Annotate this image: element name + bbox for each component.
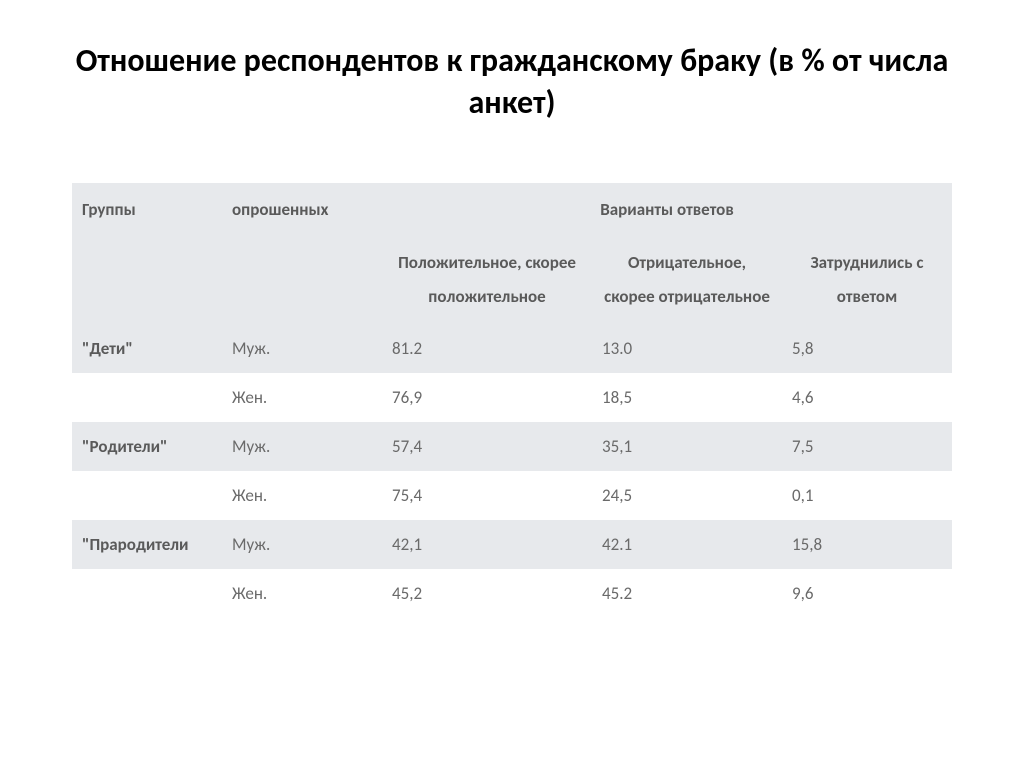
th-groups: Группы <box>72 183 222 236</box>
cell-undecided: 0,1 <box>782 471 952 520</box>
cell-positive: 57,4 <box>382 422 592 471</box>
table-row: Жен.45,245.29,6 <box>72 569 952 618</box>
cell-negative: 42.1 <box>592 520 782 569</box>
data-table: Группы опрошенных Варианты ответов Полож… <box>72 183 952 618</box>
cell-undecided: 4,6 <box>782 373 952 422</box>
cell-undecided: 15,8 <box>782 520 952 569</box>
cell-negative: 24,5 <box>592 471 782 520</box>
cell-sex: Жен. <box>222 373 382 422</box>
cell-positive: 42,1 <box>382 520 592 569</box>
table-row: Жен.75,424,50,1 <box>72 471 952 520</box>
cell-group: "Родители" <box>72 422 222 471</box>
cell-positive: 45,2 <box>382 569 592 618</box>
cell-group <box>72 569 222 618</box>
cell-negative: 35,1 <box>592 422 782 471</box>
cell-positive: 81.2 <box>382 324 592 373</box>
cell-negative: 18,5 <box>592 373 782 422</box>
th-blank2 <box>222 236 382 324</box>
cell-sex: Муж. <box>222 422 382 471</box>
th-surveyed: опрошенных <box>222 183 382 236</box>
table-row: "Дети"Муж.81.213.05,8 <box>72 324 952 373</box>
th-negative: Отрицательное, скорее отрицательное <box>592 236 782 324</box>
cell-positive: 76,9 <box>382 373 592 422</box>
cell-negative: 45.2 <box>592 569 782 618</box>
cell-undecided: 7,5 <box>782 422 952 471</box>
cell-group: "Прародители <box>72 520 222 569</box>
cell-undecided: 5,8 <box>782 324 952 373</box>
cell-positive: 75,4 <box>382 471 592 520</box>
th-answers: Варианты ответов <box>382 183 952 236</box>
table-header-row-1: Группы опрошенных Варианты ответов <box>72 183 952 236</box>
cell-group <box>72 471 222 520</box>
table-row: Жен.76,918,54,6 <box>72 373 952 422</box>
th-positive: Положительное, скорее положительное <box>382 236 592 324</box>
page-title: Отношение респондентов к гражданскому бр… <box>62 40 962 123</box>
cell-undecided: 9,6 <box>782 569 952 618</box>
table-header-row-2: Положительное, скорее положительное Отри… <box>72 236 952 324</box>
cell-sex: Жен. <box>222 471 382 520</box>
cell-group <box>72 373 222 422</box>
cell-group: "Дети" <box>72 324 222 373</box>
th-undecided: Затруднились с ответом <box>782 236 952 324</box>
table-row: "Родители"Муж.57,435,17,5 <box>72 422 952 471</box>
table-row: "ПрародителиМуж.42,142.115,8 <box>72 520 952 569</box>
th-blank1 <box>72 236 222 324</box>
cell-sex: Жен. <box>222 569 382 618</box>
cell-negative: 13.0 <box>592 324 782 373</box>
slide: Отношение респондентов к гражданскому бр… <box>0 0 1024 767</box>
cell-sex: Муж. <box>222 324 382 373</box>
cell-sex: Муж. <box>222 520 382 569</box>
